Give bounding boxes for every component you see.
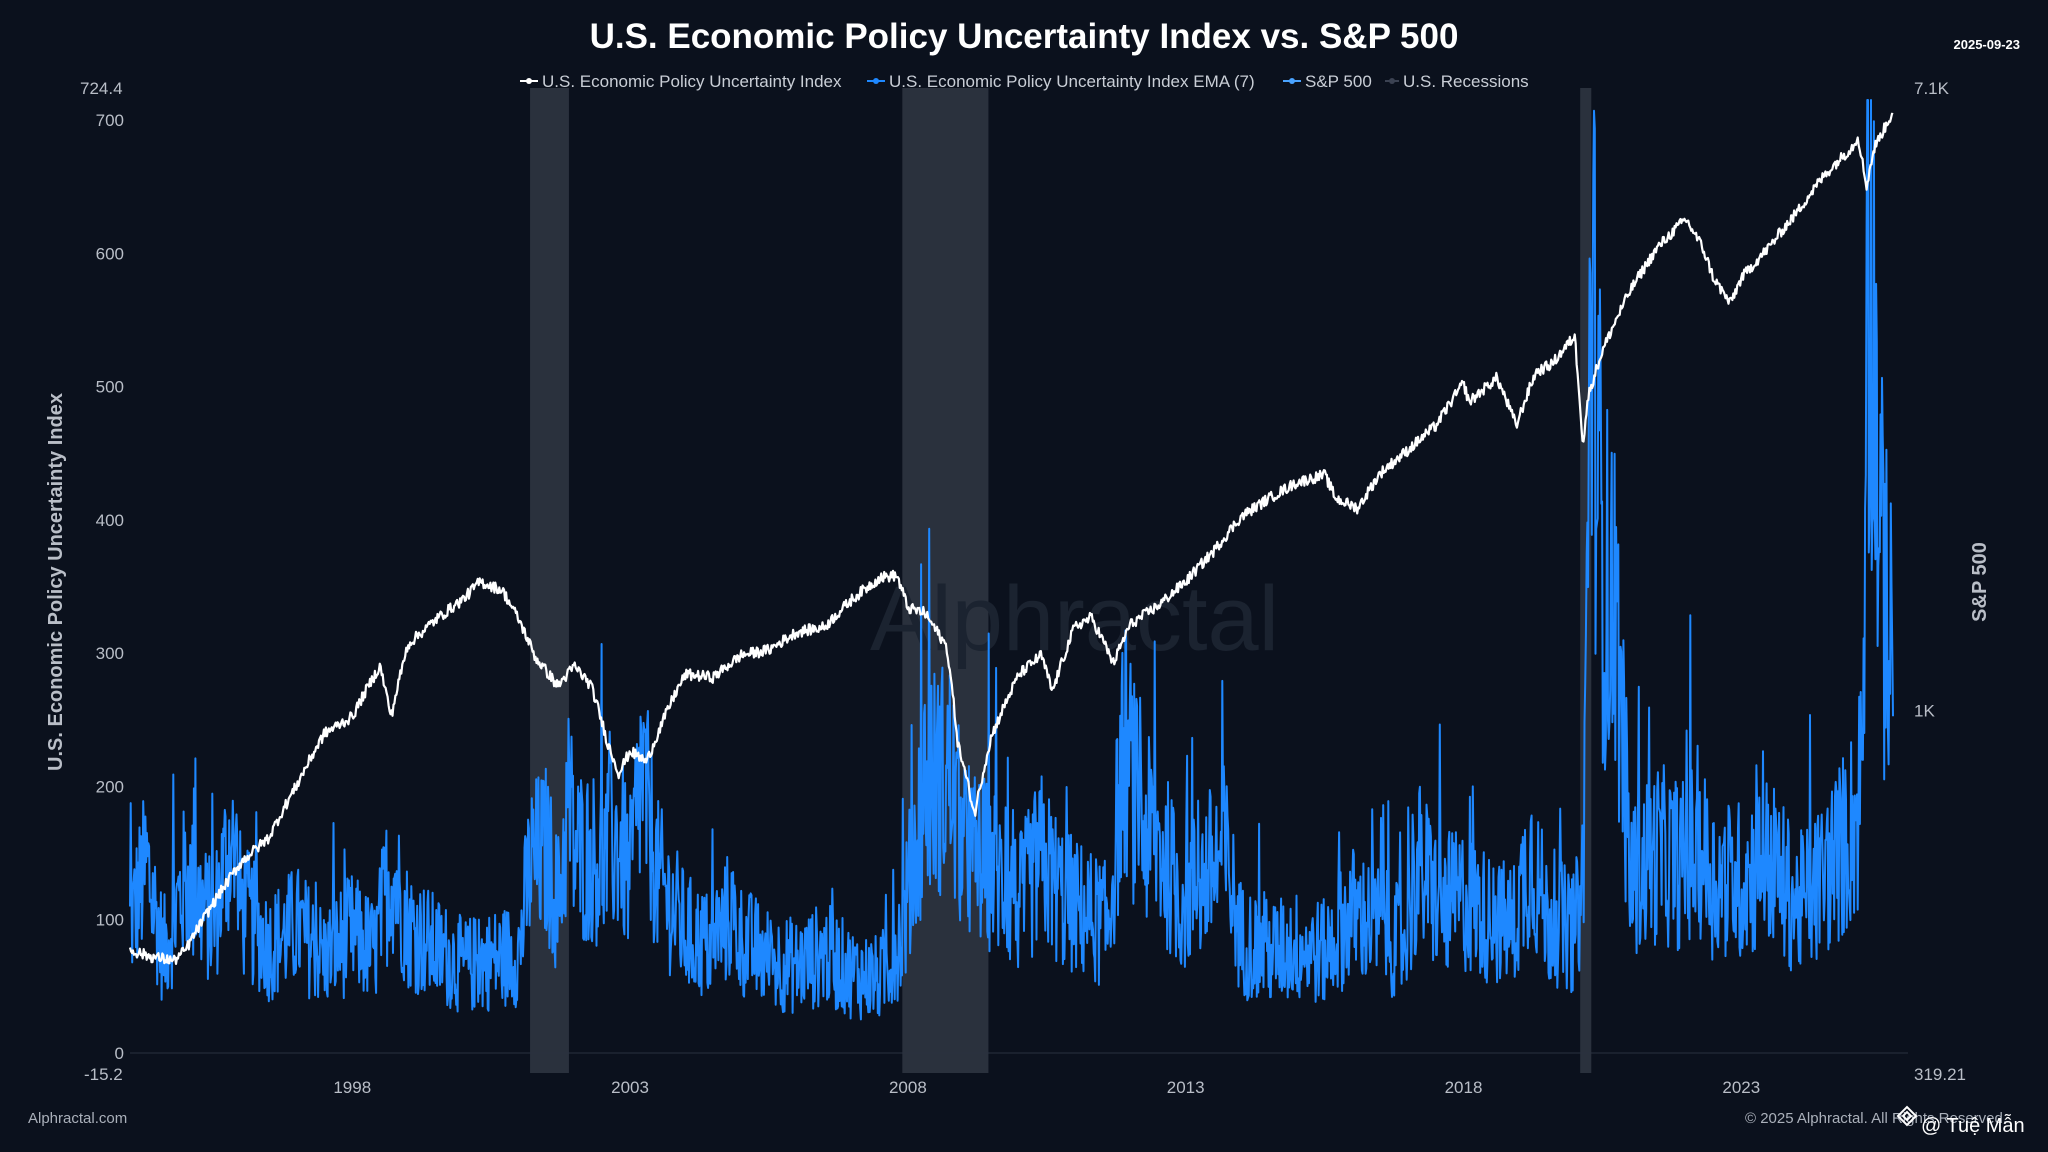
y-right-max-label: 7.1K	[1914, 79, 1950, 98]
y-left-tick-500: 500	[96, 378, 124, 397]
watermark-text: Alphractal	[870, 568, 1279, 670]
y-right-min-label: 319.21	[1914, 1065, 1966, 1084]
y-left-tick-600: 600	[96, 244, 124, 263]
date-stamp: 2025-09-23	[1954, 37, 2021, 52]
y-left-axis-title: U.S. Economic Policy Uncertainty Index	[45, 393, 67, 771]
diamond-logo-icon	[1896, 1105, 1918, 1127]
y-left-min-label: -15.2	[84, 1065, 123, 1084]
credit-text: @ Tuệ Mẫn	[1921, 1114, 2025, 1137]
x-tick-2013: 2013	[1167, 1078, 1205, 1097]
watermark: Alphractal	[870, 568, 1279, 670]
chart-title: U.S. Economic Policy Uncertainty Index v…	[590, 17, 1459, 56]
legend-marker-sp500	[1289, 78, 1295, 84]
legend-label-sp500: S&P 500	[1305, 72, 1372, 91]
x-tick-labels: 1998 2003 2008 2013 2018 2023	[333, 1078, 1760, 1097]
legend-item-epu-ema[interactable]: U.S. Economic Policy Uncertainty Index E…	[867, 72, 1255, 91]
series-line-epu-ema	[129, 99, 1894, 1021]
y-left-tick-0: 0	[115, 1044, 124, 1063]
legend-item-epu[interactable]: U.S. Economic Policy Uncertainty Index	[520, 72, 842, 91]
footer-copyright: © 2025 Alphractal. All Rights Reserved.	[1745, 1110, 2007, 1127]
y-left-tick-700: 700	[96, 111, 124, 130]
y-left-tick-100: 100	[96, 911, 124, 930]
y-left-tick-300: 300	[96, 644, 124, 663]
legend: U.S. Economic Policy Uncertainty Index U…	[520, 72, 1529, 91]
footer-site[interactable]: Alphractal.com	[28, 1110, 127, 1127]
y-right-tick-1k: 1K	[1914, 701, 1935, 720]
series-line-sp500	[128, 112, 1894, 965]
y-left-tick-200: 200	[96, 777, 124, 796]
y-left-tick-labels: 0 100 200 300 400 500 600 700	[96, 111, 124, 1063]
legend-item-sp500[interactable]: S&P 500	[1283, 72, 1372, 91]
y-left-tick-400: 400	[96, 511, 124, 530]
legend-marker-recessions	[1389, 78, 1395, 84]
legend-item-recessions[interactable]: U.S. Recessions	[1385, 72, 1529, 91]
legend-label-epu: U.S. Economic Policy Uncertainty Index	[542, 72, 842, 91]
legend-marker-epu-ema	[873, 78, 879, 84]
legend-label-epu-ema: U.S. Economic Policy Uncertainty Index E…	[889, 72, 1255, 91]
legend-label-recessions: U.S. Recessions	[1403, 72, 1529, 91]
x-tick-2023: 2023	[1722, 1078, 1760, 1097]
y-left-max-label: 724.4	[80, 79, 123, 98]
x-tick-2003: 2003	[611, 1078, 649, 1097]
x-tick-1998: 1998	[333, 1078, 371, 1097]
x-tick-2008: 2008	[889, 1078, 927, 1097]
legend-marker-epu	[526, 78, 532, 84]
y-right-axis-title: S&P 500	[1969, 542, 1991, 622]
credit-badge: @ Tuệ Mẫn	[1896, 1105, 2025, 1137]
x-tick-2018: 2018	[1445, 1078, 1483, 1097]
